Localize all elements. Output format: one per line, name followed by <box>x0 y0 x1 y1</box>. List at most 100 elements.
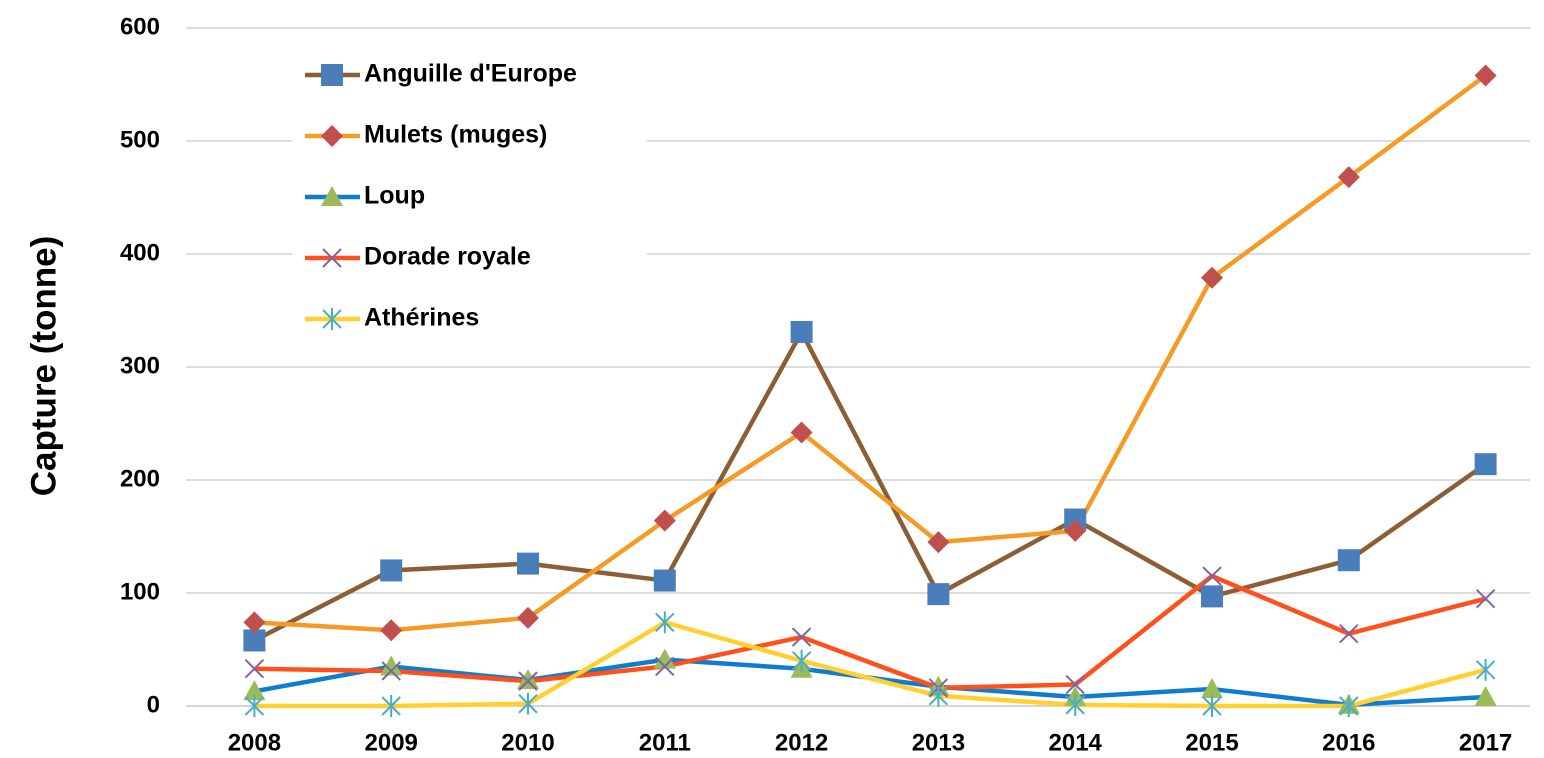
marker-shape <box>1201 266 1223 289</box>
marker-shape <box>1065 674 1085 695</box>
marker-shape <box>1339 623 1359 644</box>
marker-shape <box>518 671 538 691</box>
marker <box>790 421 813 444</box>
y-tick-label: 100 <box>120 578 160 605</box>
marker-shape <box>790 421 813 444</box>
marker-shape <box>1337 166 1360 189</box>
marker <box>1337 166 1360 189</box>
x-tick-label: 2012 <box>775 729 828 756</box>
x-tick-label: 2014 <box>1049 729 1103 756</box>
marker <box>380 559 403 582</box>
marker-shape <box>321 125 343 147</box>
marker <box>321 64 343 86</box>
marker-shape <box>380 619 403 642</box>
marker-shape <box>1202 695 1222 717</box>
marker-shape <box>790 320 813 343</box>
marker-shape <box>927 531 950 554</box>
legend-label: Dorade royale <box>364 243 531 271</box>
marker <box>927 583 950 606</box>
marker-shape <box>1064 519 1087 542</box>
legend-label: Mulets (muges) <box>364 121 547 149</box>
marker <box>655 611 675 634</box>
marker-shape <box>927 583 950 606</box>
marker-shape <box>243 611 266 634</box>
marker-shape <box>928 684 949 707</box>
y-tick-label: 400 <box>120 239 160 266</box>
marker-shape <box>517 669 539 690</box>
y-tick-label: 200 <box>120 465 160 492</box>
marker-shape <box>1202 566 1222 586</box>
marker <box>1475 588 1496 609</box>
marker-shape <box>655 611 675 634</box>
marker <box>653 569 676 592</box>
marker <box>791 649 812 672</box>
series-line <box>254 73 1487 633</box>
marker-shape <box>1201 678 1223 699</box>
marker-shape <box>791 649 812 672</box>
marker-shape <box>244 695 265 717</box>
marker <box>1474 64 1497 87</box>
marker-shape <box>1475 658 1496 681</box>
marker <box>927 531 950 554</box>
marker-shape <box>1475 588 1496 609</box>
x-tick-label: 2008 <box>228 729 281 756</box>
marker <box>380 619 403 642</box>
marker-shape <box>1064 508 1087 531</box>
marker-shape <box>244 659 265 679</box>
marker-shape <box>517 552 539 575</box>
marker-shape <box>791 627 812 647</box>
marker <box>518 692 538 715</box>
marker-shape <box>1337 549 1360 572</box>
marker <box>321 186 343 206</box>
marker <box>1339 623 1359 644</box>
marker-shape <box>653 648 676 669</box>
x-tick-label: 2010 <box>501 729 554 756</box>
series-line <box>253 329 1487 643</box>
marker-shape <box>1065 693 1085 716</box>
marker <box>1201 266 1223 289</box>
marker <box>517 669 539 690</box>
marker-shape <box>322 308 342 330</box>
marker-shape <box>380 655 403 676</box>
marker <box>653 648 676 669</box>
marker <box>1337 549 1360 572</box>
marker-shape <box>1474 453 1497 476</box>
marker-shape <box>1474 64 1497 87</box>
marker <box>381 661 401 681</box>
marker <box>243 611 266 634</box>
marker-shape <box>655 656 675 677</box>
series-line <box>253 657 1486 708</box>
marker-shape <box>243 629 266 652</box>
marker-shape <box>381 661 401 681</box>
legend-label: Anguille d'Europe <box>364 60 577 88</box>
marker-shape <box>653 509 676 532</box>
marker-shape <box>321 186 343 206</box>
marker <box>790 320 813 343</box>
marker-shape <box>322 248 342 268</box>
legend-label: Loup <box>364 182 425 210</box>
marker <box>243 629 266 652</box>
x-tick-label: 2013 <box>912 729 965 756</box>
marker <box>321 125 343 147</box>
marker <box>517 606 539 629</box>
x-tick-label: 2016 <box>1322 729 1375 756</box>
y-tick-label: 300 <box>120 352 160 379</box>
marker <box>1201 585 1223 608</box>
marker <box>1065 693 1085 716</box>
marker <box>1474 685 1497 706</box>
legend-label: Athérines <box>364 304 479 332</box>
marker <box>381 695 401 717</box>
marker <box>1064 519 1087 542</box>
marker-shape <box>653 569 676 592</box>
marker <box>791 627 812 647</box>
x-tick-label: 2015 <box>1185 729 1238 756</box>
x-tick-label: 2009 <box>365 729 418 756</box>
marker-shape <box>1474 685 1497 706</box>
marker <box>653 509 676 532</box>
marker-shape <box>1201 585 1223 608</box>
marker-shape <box>380 559 403 582</box>
marker <box>244 659 265 679</box>
marker <box>928 684 949 707</box>
